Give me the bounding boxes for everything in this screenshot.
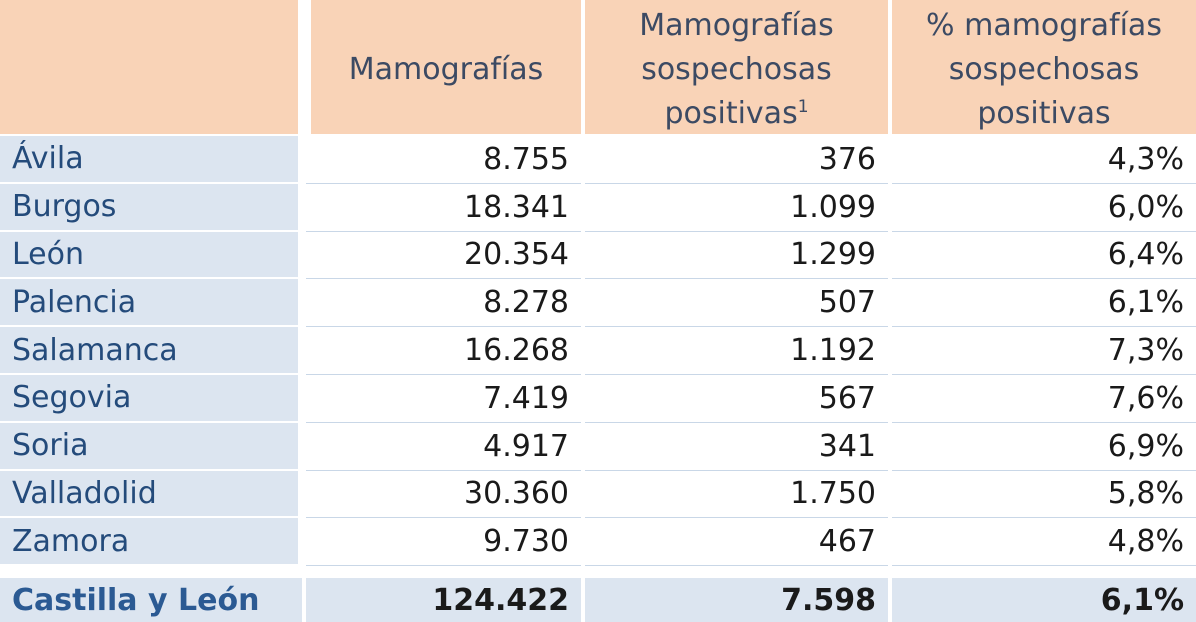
cell-mamografias: 8.278 — [306, 279, 581, 328]
cell-porcentaje: 6,0% — [892, 183, 1196, 232]
cell-sospechosas: 376 — [585, 136, 888, 184]
cell-mamografias: 30.360 — [306, 470, 581, 519]
cell-porcentaje: 6,4% — [892, 231, 1196, 280]
row-label: Salamanca — [0, 327, 298, 375]
total-porcentaje: 6,1% — [892, 578, 1196, 622]
header-corner-cell — [0, 0, 298, 134]
cell-porcentaje: 4,3% — [892, 136, 1196, 184]
cell-mamografias: 20.354 — [306, 231, 581, 280]
cell-sospechosas: 567 — [585, 375, 888, 423]
row-label: Palencia — [0, 279, 298, 328]
header-sospechosas-line1: Mamografías — [639, 8, 834, 43]
header-porcentaje-line1: % mamografías — [926, 8, 1162, 43]
row-label: Ávila — [0, 136, 298, 184]
cell-sospechosas: 1.750 — [585, 470, 888, 519]
cell-porcentaje: 6,1% — [892, 279, 1196, 328]
cell-sospechosas: 1.192 — [585, 327, 888, 375]
cell-porcentaje: 7,3% — [892, 327, 1196, 375]
cell-mamografias: 8.755 — [306, 136, 581, 184]
cell-porcentaje: 6,9% — [892, 422, 1196, 471]
header-porcentaje-line2: sospechosas — [948, 52, 1140, 87]
footnote-mark: 1 — [797, 97, 809, 117]
cell-sospechosas: 341 — [585, 422, 888, 471]
row-label: Segovia — [0, 375, 298, 423]
cell-mamografias: 4.917 — [306, 422, 581, 471]
cell-mamografias: 18.341 — [306, 183, 581, 232]
header-sospechosas: Mamografías sospechosas positivas1 — [585, 0, 888, 134]
cell-mamografias: 9.730 — [306, 518, 581, 567]
header-mamografias-label: Mamografías — [348, 52, 544, 87]
cell-porcentaje: 4,8% — [892, 518, 1196, 567]
header-porcentaje: % mamografías sospechosas positivas — [892, 0, 1196, 134]
cell-sospechosas: 507 — [585, 279, 888, 328]
cell-mamografias: 7.419 — [306, 375, 581, 423]
cell-sospechosas: 1.099 — [585, 183, 888, 232]
cell-sospechosas: 467 — [585, 518, 888, 567]
header-porcentaje-line3: positivas — [977, 96, 1111, 131]
header-sospechosas-line3: positivas — [664, 96, 798, 131]
cell-mamografias: 16.268 — [306, 327, 581, 375]
row-label: Soria — [0, 422, 298, 471]
cell-sospechosas: 1.299 — [585, 231, 888, 280]
total-mamografias: 124.422 — [306, 578, 581, 622]
row-label: León — [0, 231, 298, 280]
row-label: Valladolid — [0, 470, 298, 519]
row-label: Zamora — [0, 518, 298, 567]
cell-porcentaje: 5,8% — [892, 470, 1196, 519]
header-sospechosas-line2: sospechosas — [641, 52, 832, 87]
row-label: Burgos — [0, 183, 298, 232]
total-sospechosas: 7.598 — [585, 578, 888, 622]
header-mamografias: Mamografías — [311, 0, 581, 134]
total-row-label: Castilla y León — [0, 578, 302, 622]
cell-porcentaje: 7,6% — [892, 375, 1196, 423]
